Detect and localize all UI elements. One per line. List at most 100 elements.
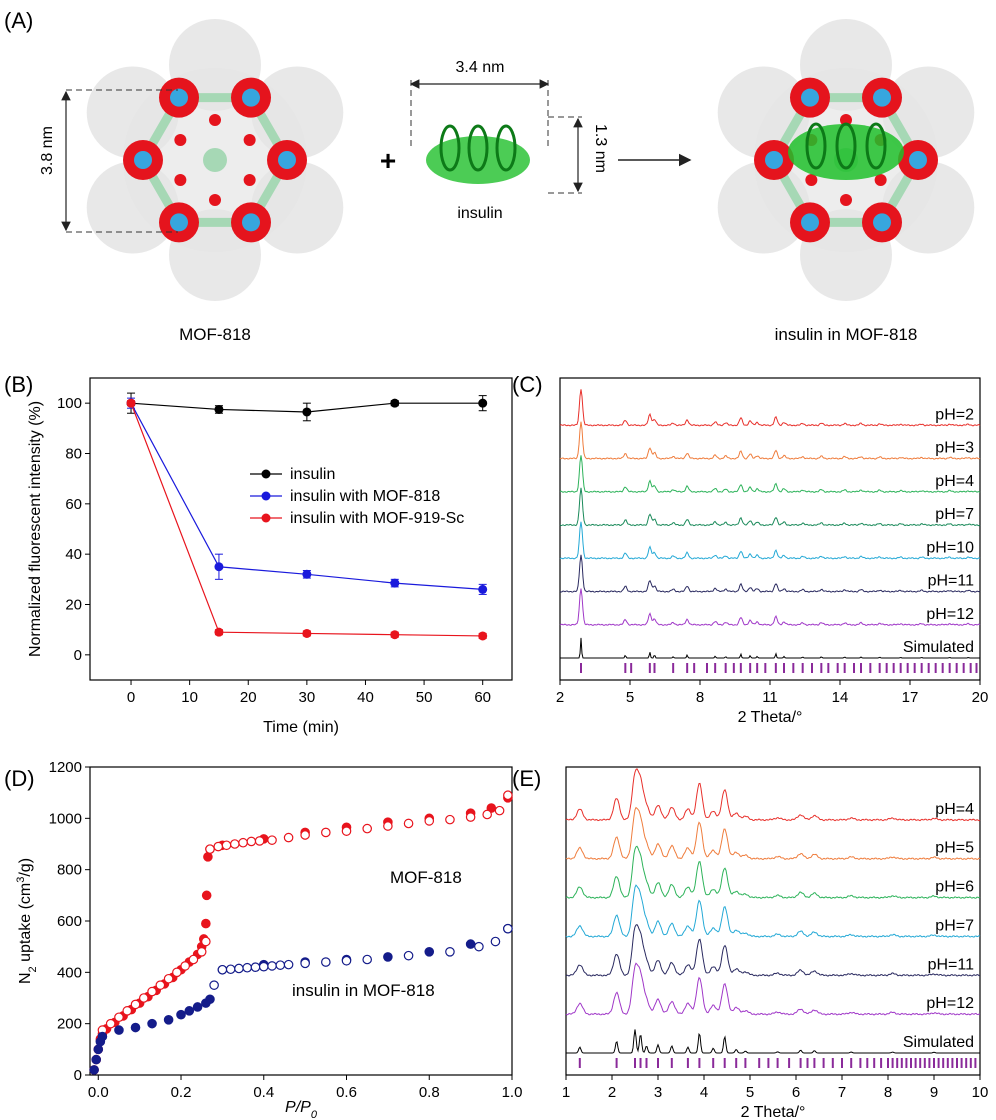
mof-dimension-label: 3.8 nm	[39, 126, 56, 175]
legend-marker	[261, 513, 271, 523]
legend-marker	[261, 491, 271, 501]
isotherm-point	[445, 814, 455, 825]
y-tick-label: 100	[57, 395, 82, 412]
isotherm-point	[221, 840, 232, 851]
isotherm-point	[267, 961, 277, 971]
isotherm-point	[474, 941, 484, 952]
xrd-pattern-6	[566, 1029, 980, 1054]
pattern-label: Simulated	[903, 1034, 974, 1051]
pattern-label: pH=12	[926, 995, 974, 1012]
insulin-structure	[426, 124, 530, 184]
y-axis-label-part: 3	[15, 877, 27, 883]
x-tick-label: 11	[762, 689, 778, 706]
legend-label: insulin	[290, 466, 335, 483]
xrd-pattern-0	[559, 389, 981, 427]
legend-label: insulin with MOF-818	[290, 488, 440, 505]
x-tick-label: 7	[838, 1084, 846, 1101]
isotherm-point	[188, 954, 199, 965]
x-tick-label: 50	[416, 689, 433, 706]
data-point	[302, 407, 312, 417]
insulin-width-label: 3.4 nm	[456, 59, 505, 76]
x-tick-label: 9	[930, 1084, 938, 1101]
y-axis-label-part: 2	[27, 966, 39, 972]
x-tick-label: 0.8	[419, 1084, 440, 1101]
y-tick-label: 800	[57, 862, 82, 879]
insulin-helix	[467, 124, 489, 172]
insulin-helix	[865, 122, 887, 170]
pattern-label: pH=2	[935, 406, 974, 423]
xrd-pattern-4	[565, 924, 981, 977]
x-tick-label: 2	[556, 689, 564, 706]
isotherm-point	[192, 1002, 203, 1012]
isotherm-point	[93, 1044, 104, 1055]
isotherm-point	[163, 1015, 174, 1025]
encapsulated-insulin	[788, 124, 904, 180]
data-point	[214, 562, 224, 572]
x-tick-label: 8	[696, 689, 704, 706]
x-tick-label: 20	[972, 689, 989, 706]
isotherm-point	[196, 946, 207, 957]
isotherm-point	[184, 1006, 195, 1016]
panel-a: (A) 3.8 nm MOF-818 + 3.4 nm 1.3 nm insul…	[4, 8, 975, 344]
isotherm-point	[258, 961, 269, 972]
isotherm-point	[176, 1009, 186, 1020]
x-tick-label: 0.4	[253, 1084, 274, 1101]
isotherm-point	[300, 830, 310, 840]
panel-b-label: (B)	[4, 372, 33, 397]
oxygen-atom	[840, 114, 852, 126]
isotherm-point	[238, 837, 248, 848]
isotherm-point	[147, 986, 157, 997]
isotherm-point	[362, 823, 372, 834]
x-tick-label: 5	[746, 1084, 754, 1101]
isotherm-point	[217, 964, 228, 975]
pattern-label: pH=3	[935, 440, 974, 457]
metal-center	[242, 213, 260, 232]
pattern-label: pH=11	[928, 573, 975, 590]
xrd-pattern-0	[565, 768, 981, 822]
oxygen-atom	[805, 174, 818, 186]
x-tick-label: 14	[832, 689, 849, 706]
x-tick-label: 3	[654, 1084, 662, 1101]
isotherm-point	[321, 827, 331, 838]
mof-818-label: MOF-818	[179, 325, 251, 344]
y-axis-label: N2 uptake (cm3/g)	[15, 858, 39, 984]
y-tick-label: 60	[65, 496, 82, 513]
data-point	[478, 584, 488, 594]
center-linker	[203, 148, 227, 172]
pattern-label: pH=7	[935, 506, 974, 523]
isotherm-point	[267, 835, 277, 845]
pattern-label: pH=6	[935, 879, 974, 896]
oxygen-atom	[243, 134, 256, 146]
metal-center	[278, 151, 296, 169]
isotherm-point	[341, 955, 352, 966]
xrd-pattern-1	[565, 806, 981, 861]
oxygen-atom	[209, 194, 221, 206]
x-axis-label: P/P0	[285, 1099, 318, 1120]
metal-center	[170, 88, 188, 107]
y-tick-label: 0	[74, 1067, 82, 1084]
isotherm-point	[89, 1065, 99, 1075]
legend-marker	[261, 469, 271, 479]
isotherm-point	[138, 993, 149, 1003]
panel-label: (C)	[512, 372, 543, 397]
x-tick-label: 0.6	[336, 1084, 357, 1101]
metal-center	[134, 151, 152, 169]
xrd-pattern-3	[565, 884, 981, 938]
isotherm-point	[130, 1022, 141, 1033]
y-axis-label-part: /g)	[17, 858, 34, 877]
isotherm-point	[180, 961, 190, 971]
x-axis-label-main: P/P	[285, 1099, 311, 1116]
x-tick-label: 10	[181, 689, 198, 706]
data-point	[390, 578, 400, 588]
isotherm-point	[494, 805, 505, 816]
isotherm-point	[163, 973, 174, 984]
oxygen-atom	[243, 174, 256, 186]
insulin-helix	[835, 122, 857, 170]
y-axis-label-part: N	[17, 972, 34, 984]
pattern-label: pH=12	[926, 606, 974, 623]
insulin-helix	[439, 124, 461, 172]
xrd-pattern-7	[560, 637, 980, 659]
isotherm-point	[234, 963, 244, 974]
isotherm-point	[403, 818, 414, 829]
plot-frame	[89, 766, 513, 1076]
